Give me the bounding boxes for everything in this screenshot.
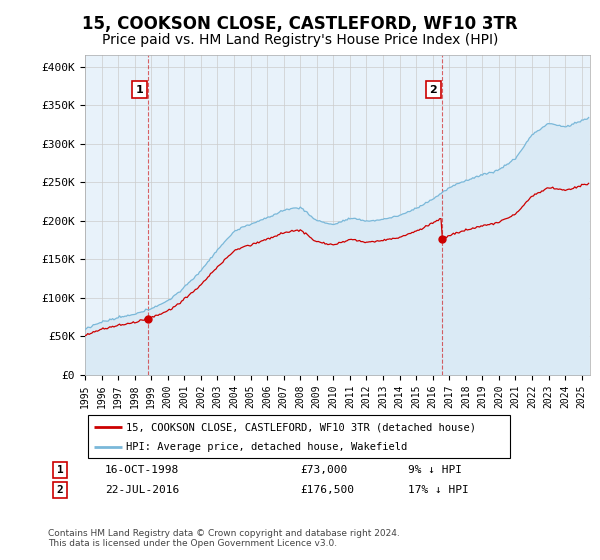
Text: 2: 2 [56, 485, 64, 495]
Text: 15, COOKSON CLOSE, CASTLEFORD, WF10 3TR: 15, COOKSON CLOSE, CASTLEFORD, WF10 3TR [82, 15, 518, 33]
Text: Price paid vs. HM Land Registry's House Price Index (HPI): Price paid vs. HM Land Registry's House … [102, 33, 498, 47]
Text: 22-JUL-2016: 22-JUL-2016 [105, 485, 179, 495]
Text: 9% ↓ HPI: 9% ↓ HPI [408, 465, 462, 475]
Text: HPI: Average price, detached house, Wakefield: HPI: Average price, detached house, Wake… [126, 442, 407, 452]
Text: 1: 1 [56, 465, 64, 475]
Text: £73,000: £73,000 [300, 465, 347, 475]
Text: Contains HM Land Registry data © Crown copyright and database right 2024.
This d: Contains HM Land Registry data © Crown c… [48, 529, 400, 548]
FancyBboxPatch shape [88, 415, 510, 458]
Text: £176,500: £176,500 [300, 485, 354, 495]
Text: 17% ↓ HPI: 17% ↓ HPI [408, 485, 469, 495]
Text: 15, COOKSON CLOSE, CASTLEFORD, WF10 3TR (detached house): 15, COOKSON CLOSE, CASTLEFORD, WF10 3TR … [126, 422, 476, 432]
Text: 2: 2 [430, 85, 437, 95]
Text: 1: 1 [136, 85, 143, 95]
Text: 16-OCT-1998: 16-OCT-1998 [105, 465, 179, 475]
